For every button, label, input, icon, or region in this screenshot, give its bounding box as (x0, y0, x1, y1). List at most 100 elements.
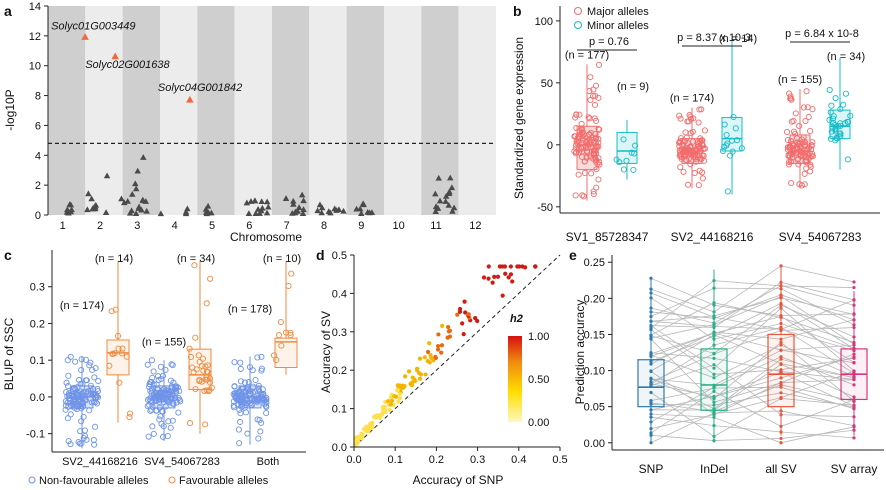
paired-line (650, 341, 855, 402)
data-point (169, 362, 176, 369)
data-point (595, 125, 602, 132)
category-label: SNP (639, 462, 664, 476)
manhattan-point (132, 185, 140, 192)
data-point (779, 355, 783, 359)
data-point (842, 90, 849, 97)
data-point (244, 430, 251, 437)
paired-line (650, 319, 855, 365)
paired-line (650, 296, 855, 345)
data-point (244, 399, 251, 406)
data-point (64, 415, 71, 422)
manhattan-point (446, 174, 454, 181)
data-point (809, 139, 816, 146)
n-fav-label: (n = 34) (177, 253, 215, 265)
data-point (282, 329, 289, 336)
manhattan-point (202, 205, 210, 212)
data-point (254, 396, 261, 403)
data-point (685, 181, 692, 188)
scatter-point (500, 293, 505, 298)
data-point (788, 180, 795, 187)
paired-line (650, 416, 855, 439)
data-point (170, 400, 177, 407)
n-non-label: (n = 155) (142, 336, 186, 348)
data-point (804, 104, 811, 111)
data-point (160, 423, 167, 430)
data-point (808, 142, 815, 149)
data-point (779, 436, 783, 441)
data-point (192, 334, 199, 341)
data-point (828, 102, 835, 109)
data-point (727, 152, 734, 159)
data-point (596, 126, 603, 133)
data-point (83, 377, 90, 384)
paired-line (650, 413, 855, 444)
data-point (779, 376, 783, 380)
data-point (150, 381, 157, 388)
manhattan-point (445, 201, 452, 208)
manhattan-point (85, 190, 92, 197)
data-point (649, 314, 653, 319)
chromosome-band (458, 6, 496, 215)
x-tick-label: 0.3 (470, 454, 485, 466)
data-point (78, 405, 85, 412)
x-tick-label: 7 (284, 220, 290, 232)
data-point (805, 113, 812, 121)
data-point (587, 96, 594, 103)
data-point (583, 138, 590, 145)
data-point (712, 372, 716, 376)
data-point (146, 395, 153, 402)
paired-line (650, 334, 855, 378)
manhattan-point (132, 180, 139, 187)
data-point (685, 146, 692, 153)
data-point (258, 367, 265, 374)
n-major-label: (n = 174) (670, 93, 714, 105)
data-point (807, 161, 814, 168)
scatter-point (408, 381, 413, 386)
n-minor-label: (n = 9) (617, 81, 649, 93)
data-point (852, 298, 856, 302)
data-point (800, 104, 807, 111)
n-fav-label: (n = 14) (95, 253, 133, 265)
scatter-point (523, 265, 528, 270)
manhattan-point (314, 207, 321, 214)
data-point (798, 151, 805, 158)
paired-line (650, 352, 855, 380)
scatter-point (417, 376, 423, 381)
colorbar-title: h2 (510, 313, 523, 325)
data-point (700, 145, 707, 152)
data-point (826, 116, 833, 124)
p-value-label: p = 8.37 x 10-3 (677, 32, 751, 44)
data-point (852, 378, 856, 382)
data-point (65, 403, 72, 410)
data-point (649, 415, 653, 419)
manhattan-point (118, 195, 125, 202)
data-point (168, 394, 175, 401)
data-point (712, 415, 716, 419)
y-tick-label: -0.1 (26, 429, 45, 441)
data-point (593, 117, 600, 125)
data-point (153, 392, 160, 399)
group-label: SV4_54067283 (779, 230, 862, 244)
data-point (712, 343, 716, 347)
scatter-point (382, 404, 387, 409)
paired-line (650, 410, 855, 444)
data-point (195, 352, 202, 359)
scatter-point (386, 399, 391, 404)
data-point (852, 325, 856, 330)
data-point (71, 398, 79, 405)
data-point (67, 441, 74, 448)
manhattan-point (102, 209, 110, 216)
data-point (687, 161, 694, 168)
scatter-point (368, 421, 373, 426)
paired-line (650, 429, 855, 441)
data-point (207, 275, 214, 282)
data-point (175, 409, 182, 416)
colorbar-gradient (508, 336, 522, 422)
panel-c-axes: -0.1 0.0 0.1 0.2 0.3 (26, 250, 306, 453)
data-point (712, 301, 716, 305)
scatter-point (457, 309, 463, 314)
chromosome-band (48, 6, 86, 215)
data-point (738, 145, 745, 152)
panel-b-axes: -50 0 50 100 (535, 6, 880, 214)
